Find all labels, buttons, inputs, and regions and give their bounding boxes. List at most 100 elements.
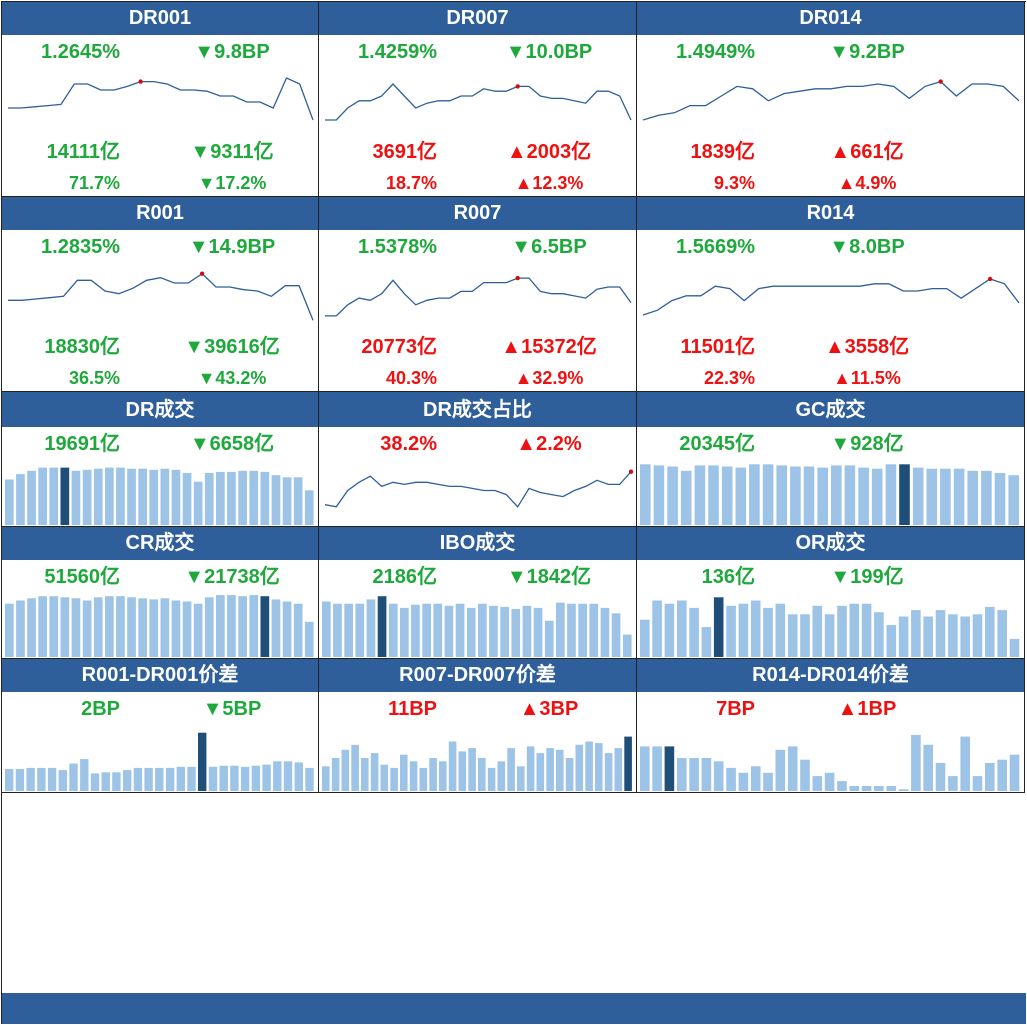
or-volume-bar-highlight — [713, 597, 724, 657]
cr-volume-bar — [216, 595, 225, 657]
dr-volume-bar — [127, 468, 136, 525]
panel-title: OR成交 — [637, 527, 1024, 560]
gc-volume-bar — [1008, 475, 1019, 525]
r007-dr007-spread-bar — [439, 761, 447, 791]
rate-value: 1.2645% — [41, 41, 120, 63]
share-value: 36.5% — [68, 368, 120, 388]
rate-line-chart — [642, 276, 1020, 316]
r001-dr001-spread-bar — [176, 766, 185, 791]
or-volume-bar — [640, 619, 650, 657]
rate-change: ▼14.9BP — [188, 236, 276, 258]
r007-dr007-spread-bar — [361, 758, 369, 791]
panel-dr-share: DR成交占比 38.2% ▲2.2% — [319, 394, 637, 527]
ibo-volume-bar — [333, 603, 342, 657]
panel-r014: R014 1.5669% ▼8.0BP 11501亿 ▲3558亿 22.3% ▲11.5% — [637, 197, 1025, 392]
or-volume-bar — [763, 607, 773, 657]
rate-line-chart — [8, 271, 314, 321]
share-value: 22.3% — [703, 368, 755, 388]
r007-dr007-spread-bar — [400, 754, 408, 791]
or-volume-bar — [800, 614, 810, 657]
volume-value: 1839亿 — [690, 141, 756, 163]
dr-volume-bar — [204, 473, 214, 525]
panel-r014-dr014-spread: R014-DR014价差 7BP ▲1BP — [637, 659, 1025, 793]
cr-volume-bar — [71, 598, 81, 657]
r014-series-line — [642, 278, 1020, 316]
bar-chart — [5, 595, 314, 657]
share-value: 9.3% — [713, 173, 755, 193]
ibo-volume-bar — [500, 606, 509, 657]
cr-volume-bar — [238, 596, 247, 657]
share-change: ▲4.9% — [837, 173, 897, 193]
share-value: 71.7% — [68, 173, 120, 193]
gc-volume-bar — [803, 466, 815, 525]
gc-volume-bar — [653, 465, 665, 525]
dr014-series-line — [642, 80, 1020, 121]
r007-dr007-spread-bar — [331, 758, 340, 791]
r007-series-line — [325, 277, 632, 317]
rate-value: 1.5669% — [676, 236, 755, 258]
r014-dr014-spread-bar — [701, 758, 712, 791]
r007-dr007-spread-bar — [429, 758, 437, 791]
gc-volume-bar — [940, 468, 951, 525]
or-volume-bar — [898, 616, 909, 657]
share-change: ▼43.2% — [197, 368, 267, 388]
r014-dr014-spread-bar — [775, 749, 786, 791]
r014-dr014-spread-bar — [738, 772, 749, 791]
r007-dr007-spread-bar-highlight — [624, 736, 632, 791]
r014-dr014-spread-bar — [886, 786, 897, 791]
r007-dr007-spread-bar — [595, 743, 603, 791]
or-volume-bar — [664, 603, 675, 657]
r007-dr007-spread-bar — [351, 744, 359, 791]
r014-dr014-spread-bar — [849, 786, 860, 791]
cr-volume-bar — [182, 601, 192, 657]
ibo-volume-bar — [455, 603, 465, 657]
rate-line-chart — [8, 77, 314, 121]
gc-volume-bar — [871, 468, 883, 525]
r001-dr001-spread-bar — [305, 767, 314, 791]
r001-dr001-spread-bar — [90, 773, 100, 791]
dr-volume-bar — [5, 479, 14, 525]
dr-volume-bar — [160, 468, 170, 525]
ibo-volume-bar — [600, 607, 610, 657]
or-volume-bar — [935, 610, 946, 657]
bar-chart — [322, 596, 632, 657]
or-volume-bar — [787, 614, 798, 657]
r014-dr014-spread-bar — [640, 746, 650, 791]
panel-cr-volume: CR成交 51560亿 ▼21738亿 — [2, 527, 319, 659]
gc-volume-bar-highlight — [899, 464, 910, 525]
panel-title: GC成交 — [637, 394, 1024, 427]
r007-dr007-spread-bar — [487, 767, 496, 791]
ibo-volume-bar — [589, 603, 599, 657]
r014-dr014-spread-bar — [689, 758, 699, 791]
r014-dr014-spread-bar — [948, 776, 958, 791]
dr-volume-bar — [116, 467, 125, 525]
metric-value: 51560亿 — [44, 566, 120, 588]
volume-change: ▼39616亿 — [184, 336, 280, 358]
panel-title: R014-DR014价差 — [637, 659, 1024, 692]
or-volume-bar — [738, 603, 749, 657]
dr-volume-bar — [71, 470, 81, 525]
or-volume-bar — [960, 616, 970, 657]
dr-volume-bar — [260, 471, 270, 525]
r007-dr007-spread-bar — [614, 748, 623, 791]
panel-title: R014 — [637, 197, 1024, 230]
rate-value: 1.2835% — [41, 236, 120, 258]
dr-volume-bar — [49, 467, 59, 525]
volume-change: ▲2003亿 — [506, 141, 592, 163]
rate-change: ▼10.0BP — [505, 41, 593, 63]
metric-change: ▼6658亿 — [189, 433, 275, 455]
dr-share-series-line — [324, 471, 632, 508]
r001-dr001-spread-bar — [101, 772, 110, 791]
gc-volume-bar — [844, 465, 856, 525]
r007-dr007-spread-bar — [390, 767, 398, 791]
rate-line-chart — [325, 275, 632, 317]
or-volume-bar — [812, 605, 823, 657]
metric-value: 2BP — [81, 698, 120, 720]
r007-dr007-spread-bar — [497, 761, 506, 791]
rate-change: ▼6.5BP — [511, 236, 587, 258]
r007-dr007-spread-bar — [370, 753, 379, 791]
dr-volume-bar — [38, 467, 47, 525]
cr-volume-bar — [249, 595, 259, 657]
or-volume-bar — [997, 610, 1007, 657]
ibo-volume-bar-highlight — [377, 596, 387, 657]
